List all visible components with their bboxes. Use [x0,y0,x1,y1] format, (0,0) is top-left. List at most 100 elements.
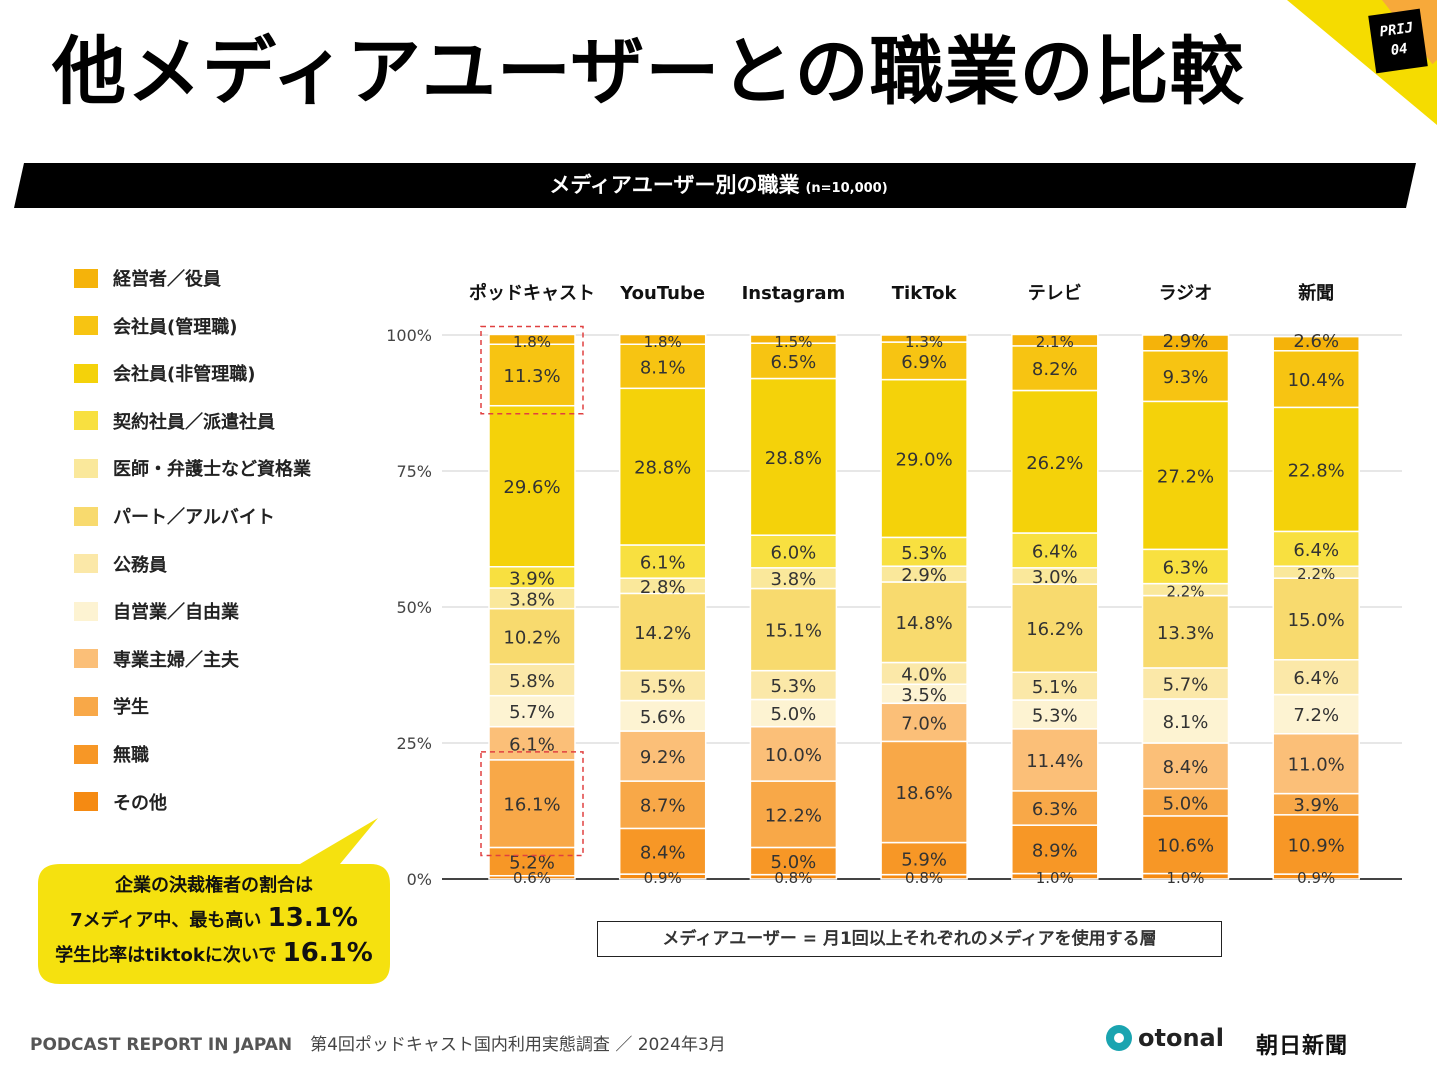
bar-segment [1141,548,1230,585]
page-title: 他メディアユーザーとの職業の比較 [52,29,1245,115]
data-label: 8.1% [1163,712,1209,733]
legend-label: 専業主婦／主夫 [113,649,239,671]
bar-segment [618,730,707,782]
data-label: 27.2% [1157,466,1214,487]
bar-segment [618,544,707,579]
bar-segment [488,759,576,849]
callout-value-1: 13.1% [267,903,358,933]
bar-segment [1011,790,1099,826]
legend-item: 学生 [74,692,149,720]
data-label: 7.0% [901,713,947,734]
legend-swatch [74,268,98,288]
bar-segment [1141,400,1230,551]
legend-label: 経営者／役員 [113,269,221,290]
legend-label: 医師・弁護士など資格業 [113,459,311,481]
callout-line-2: 7メディア中、最も高い [70,910,262,931]
footer: PODCAST REPORT IN JAPAN 第4回ポッドキャスト国内利用実態調… [30,1030,726,1055]
otonal-logo: otonal [1106,1024,1224,1052]
legend-swatch [74,411,98,431]
bar-segment [488,343,576,407]
bar-segment [1011,333,1099,347]
data-label: 5.5% [640,677,686,698]
x-category-label: YouTube [619,283,705,304]
footer-report: PODCAST REPORT IN JAPAN [30,1035,293,1055]
data-label: 0.9% [1297,869,1335,887]
data-label: 11.3% [503,366,560,387]
legend-label: 無職 [113,745,149,766]
legend-item: 経営者／役員 [74,264,221,292]
bar-segment [488,404,576,568]
data-label: 6.0% [771,543,817,564]
bar-segment [488,725,576,761]
data-label: 10.0% [765,745,822,766]
bar-segment [488,663,576,697]
data-label: 5.2% [509,853,555,874]
bar-segment [749,342,838,380]
data-label: 9.2% [640,747,686,768]
data-label: 0.8% [905,869,943,887]
legend-swatch [74,506,98,526]
bar-segment [1141,742,1230,790]
data-label: 2.9% [1163,331,1209,352]
bar-segment [1141,594,1230,669]
data-label: 11.0% [1288,755,1345,776]
footer-survey: 第4回ポッドキャスト国内利用実態調査 ／ 2024年3月 [310,1035,726,1055]
data-label: 1.3% [905,333,943,351]
y-tick-label: 75% [396,462,432,481]
legend-label: その他 [113,792,167,814]
x-category-label: 新聞 [1298,282,1334,304]
bar-segment [618,343,707,390]
bar-segment [1272,335,1360,352]
bar-segment [1272,733,1360,795]
bar-segment [880,740,968,844]
data-label: 5.3% [1032,705,1078,726]
data-label: 11.4% [1026,751,1083,772]
legend-swatch [74,792,98,812]
x-category-label: ポッドキャスト [469,282,595,304]
bar-segment [1141,698,1230,744]
data-label: 8.4% [640,842,686,863]
bar-segment [618,827,707,875]
data-label: 2.8% [640,577,686,598]
data-label: 5.3% [901,543,947,564]
data-label: 1.0% [1166,869,1204,887]
data-label: 12.2% [765,805,822,826]
legend-label: 会社員(管理職) [113,316,238,338]
bar-segment [618,387,707,546]
data-label: 7.2% [1293,705,1339,726]
bar-segment [880,378,968,539]
data-label: 29.0% [896,449,953,470]
asahi-logo: 朝日新聞 [1256,1033,1349,1059]
bar-segment [488,846,576,877]
bar-segment [618,780,707,830]
legend-item: 契約社員／派遣社員 [74,407,275,435]
data-label: 1.8% [513,333,551,351]
data-label: 10.2% [503,627,560,648]
bar-segment [488,333,576,345]
banner-title-text: メディアユーザー別の職業 [549,173,800,197]
data-label: 1.5% [774,333,812,351]
data-label: 6.1% [640,553,686,574]
data-label: 5.0% [771,704,817,725]
data-label: 14.2% [634,623,691,644]
bar-segment [1272,814,1360,875]
data-label: 15.1% [765,621,822,642]
bar-segment [1272,693,1360,735]
y-tick-label: 0% [407,870,432,889]
data-label: 6.9% [901,352,947,373]
highlight-box [480,325,584,415]
bar-segment [1141,815,1230,875]
callout-value-2: 16.1% [282,938,373,968]
bar-segment [749,587,838,672]
data-label: 10.4% [1288,370,1345,391]
bar-segment [880,536,968,567]
data-label: 26.2% [1026,453,1083,474]
legend-item: パート／アルバイト [74,502,275,530]
legend-item: 会社員(非管理職) [74,359,255,387]
data-label: 6.5% [771,352,817,373]
bar-segment [880,341,968,381]
bar-segment [749,377,838,536]
data-label: 5.8% [509,671,555,692]
data-label: 3.5% [901,685,947,706]
data-label: 2.2% [1297,565,1335,583]
